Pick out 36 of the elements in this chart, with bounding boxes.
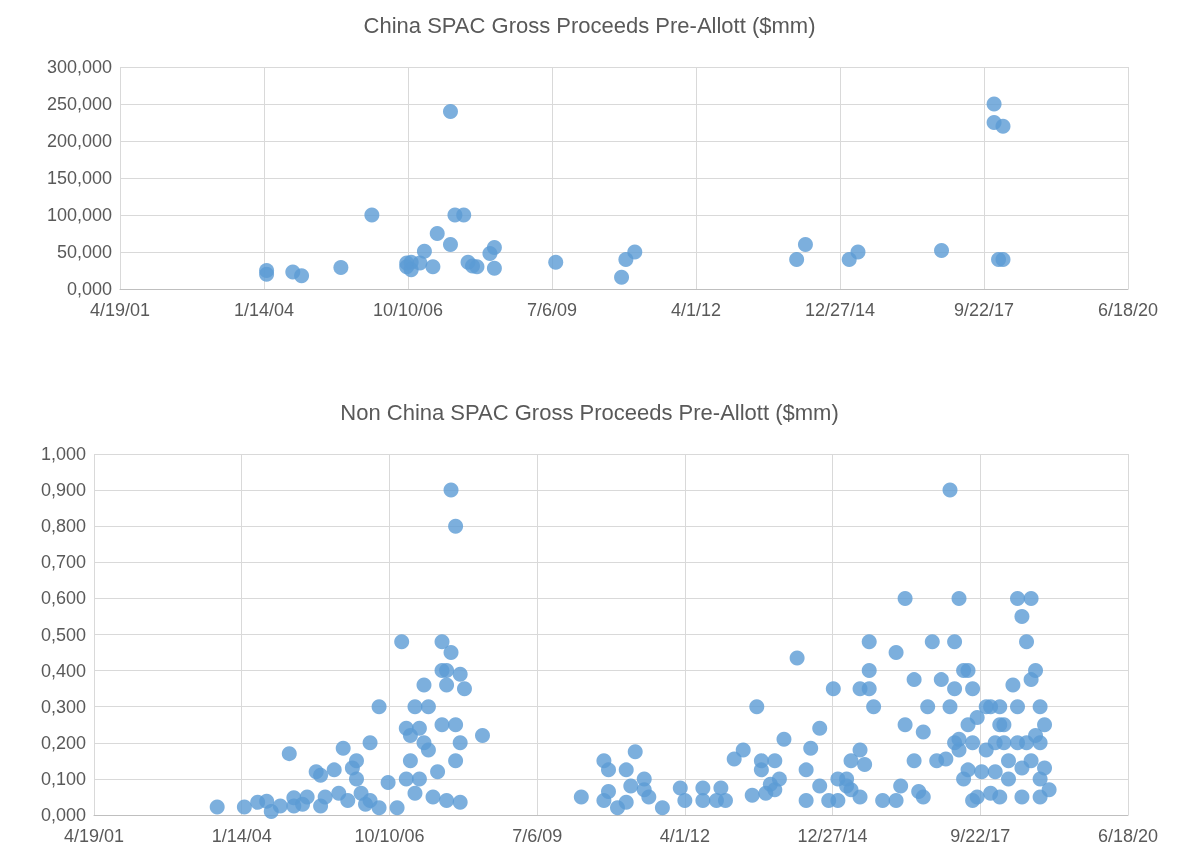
x-tick-label: 4/19/01 [89, 300, 151, 320]
y-tick-label: 250,000 [46, 94, 112, 114]
y-tick-label: 150,000 [46, 168, 112, 188]
y-tick-label: 50,000 [56, 242, 112, 262]
y-tick-label: 0,300 [40, 696, 86, 717]
y-tick-label: 0,400 [40, 660, 86, 681]
y-tick-label: 0,000 [40, 805, 86, 825]
x-tick-label: 12/27/14 [797, 826, 868, 846]
y-tick-label: 0,100 [40, 768, 86, 789]
x-tick-label: 9/22/17 [953, 300, 1015, 320]
y-tick-label: 0,700 [40, 552, 86, 573]
x-tick-label: 6/18/20 [1097, 826, 1159, 846]
y-tick-label: 300,000 [46, 57, 112, 77]
y-tick-label: 100,000 [46, 205, 112, 225]
x-tick-label: 10/10/06 [354, 826, 425, 846]
y-tick-label: 0,800 [40, 516, 86, 537]
y-tick-label: 0,500 [40, 624, 86, 645]
y-tick-label: 200,000 [46, 131, 112, 151]
x-tick-label: 9/22/17 [950, 826, 1011, 846]
y-tick-label: 0,000 [66, 279, 112, 299]
x-tick-label: 10/10/06 [372, 300, 444, 320]
chart-title: Non China SPAC Gross Proceeds Pre-Allott ($mm) [340, 399, 839, 425]
x-tick-label: 4/19/01 [63, 826, 125, 846]
x-tick-label: 7/6/09 [526, 300, 578, 320]
x-tick-label: 1/14/04 [211, 826, 272, 846]
x-tick-label: 4/1/12 [659, 826, 710, 846]
chart-title: China SPAC Gross Proceeds Pre-Allott ($mm) [363, 12, 816, 38]
x-tick-label: 7/6/09 [512, 826, 563, 846]
x-tick-label: 6/18/20 [1097, 300, 1159, 320]
y-tick-label: 0,600 [40, 588, 86, 609]
y-tick-label: 0,200 [40, 732, 86, 753]
y-tick-label: 0,900 [40, 480, 86, 501]
x-tick-label: 1/14/04 [233, 300, 295, 320]
x-tick-label: 12/27/14 [804, 300, 876, 320]
x-tick-label: 4/1/12 [670, 300, 722, 320]
y-tick-label: 1,000 [40, 444, 86, 464]
